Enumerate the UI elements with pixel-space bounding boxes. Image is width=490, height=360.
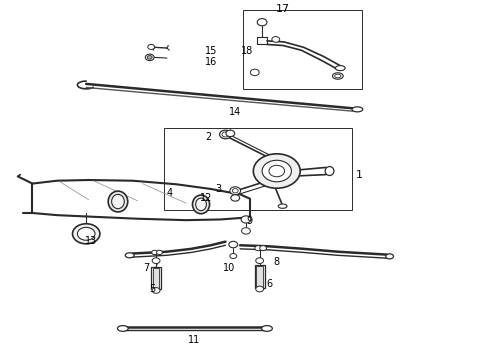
Circle shape [256,286,264,292]
Circle shape [73,224,100,244]
Text: 10: 10 [223,263,236,273]
Circle shape [241,216,251,223]
Bar [243,10,362,89]
Circle shape [256,258,264,264]
Circle shape [272,37,280,42]
Circle shape [260,246,267,251]
Text: 15: 15 [205,46,217,56]
Circle shape [250,69,259,76]
Text: 18: 18 [241,46,253,56]
Text: 5: 5 [149,284,155,294]
Text: 12: 12 [200,193,212,203]
Ellipse shape [196,198,206,211]
Text: 6: 6 [267,279,272,289]
Ellipse shape [278,204,287,208]
Circle shape [232,189,238,193]
Bar [256,266,263,287]
Bar [151,267,161,289]
Ellipse shape [386,254,393,259]
Bar [255,265,265,288]
Circle shape [229,241,238,248]
Circle shape [255,246,262,251]
Text: 1: 1 [356,170,363,180]
Ellipse shape [325,167,334,176]
Bar [164,128,352,211]
Ellipse shape [193,195,210,214]
Text: 14: 14 [229,107,242,117]
Text: 2: 2 [205,132,212,142]
Circle shape [157,250,162,255]
Text: 4: 4 [166,188,172,198]
Ellipse shape [118,325,128,331]
Circle shape [262,160,292,182]
Circle shape [269,165,285,177]
Circle shape [148,44,155,49]
Circle shape [222,132,229,137]
Ellipse shape [335,66,345,71]
Bar [153,268,159,288]
Circle shape [147,55,152,59]
Circle shape [242,228,250,234]
Ellipse shape [332,73,343,79]
Ellipse shape [262,325,272,331]
Circle shape [220,130,231,139]
Text: 16: 16 [205,57,217,67]
Text: 17: 17 [276,4,290,14]
Text: 9: 9 [247,216,253,226]
Text: 8: 8 [274,257,280,267]
Ellipse shape [108,191,128,212]
Circle shape [226,130,235,136]
Ellipse shape [112,194,124,209]
Circle shape [146,54,154,60]
Circle shape [152,250,158,255]
Circle shape [253,154,300,188]
Circle shape [231,195,240,201]
Circle shape [230,253,237,258]
Circle shape [152,258,160,264]
Text: 13: 13 [85,236,97,246]
Circle shape [152,288,160,293]
Circle shape [230,187,241,195]
Ellipse shape [125,253,134,258]
Text: 7: 7 [143,263,149,273]
Circle shape [77,227,95,240]
Circle shape [257,19,267,26]
Ellipse shape [335,74,341,78]
Ellipse shape [352,107,363,112]
Text: 11: 11 [188,334,200,345]
Text: 3: 3 [215,184,221,194]
